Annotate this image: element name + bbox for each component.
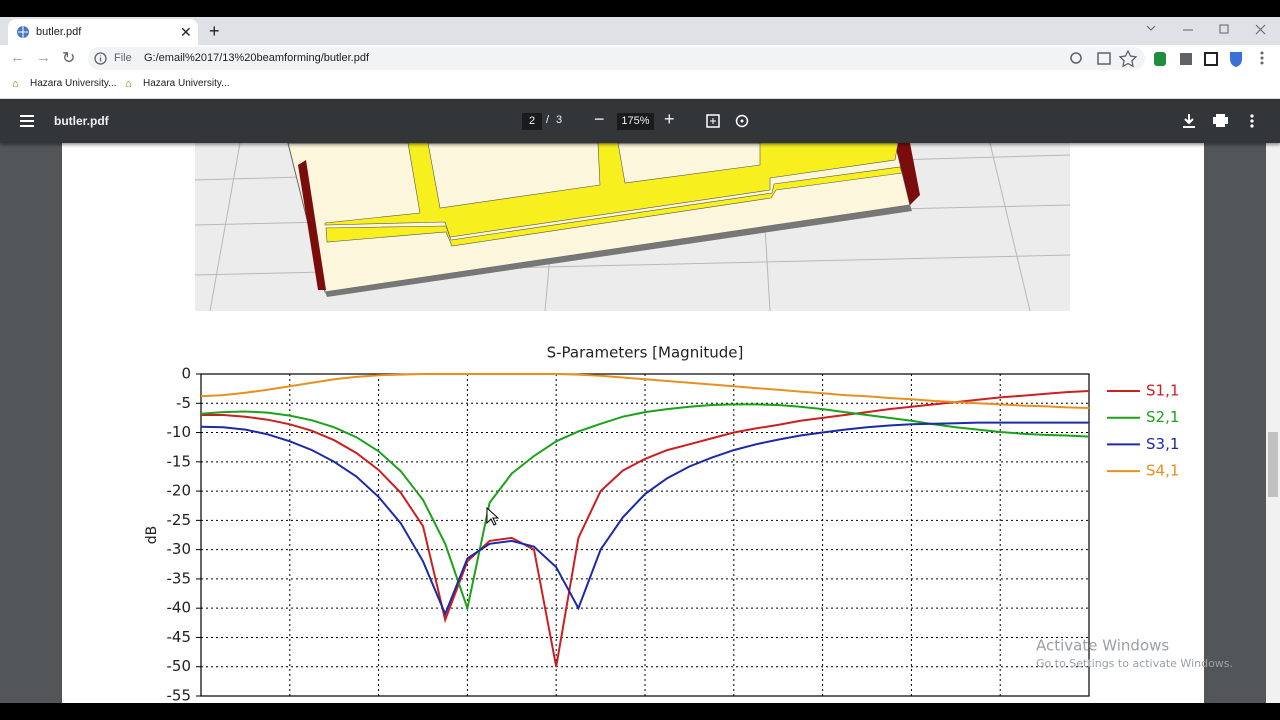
legend-label: S3,1 [1146,435,1179,453]
tab-title: butler.pdf [36,26,82,38]
bookmark[interactable]: Hazara University... [30,78,117,89]
chart-title: S-Parameters [Magnitude] [547,344,744,362]
bookmark-icon: ⌂ [125,78,132,90]
bookmark-icon: ⌂ [12,78,19,90]
tab-close[interactable]: ✕ [180,24,192,40]
reload-button[interactable]: ↻ [62,50,76,67]
more-button[interactable] [1250,114,1254,128]
tab-favicon [17,26,29,38]
page-input[interactable]: 2 [522,113,542,130]
y-tick-label: -30 [167,540,192,558]
watermark-subtitle: Go to Settings to activate Windows. [1036,657,1233,670]
rotate-button[interactable] [735,114,749,128]
model-render [194,143,1071,312]
fit-button[interactable] [706,114,720,128]
print-button[interactable] [1213,114,1228,127]
series-line [201,390,1090,667]
series-line [200,403,1090,612]
legend-label: S2,1 [1146,408,1179,426]
scrollbar[interactable] [1266,143,1280,703]
y-tick-label: -40 [167,599,192,617]
zoom-out[interactable]: − [594,109,605,129]
y-tick-label: -35 [167,569,192,587]
pdf-filename: butler.pdf [54,114,109,128]
info-icon [94,52,107,65]
y-tick-label: -15 [167,452,192,470]
pdf-toolbar: butler.pdf 2 / 3 − 175% + [0,99,1280,143]
bookmark[interactable]: Hazara University... [143,78,230,89]
scrollbar-thumb[interactable] [1268,432,1278,497]
watermark-title: Activate Windows [1036,637,1169,655]
zoom-input[interactable]: 175% [617,113,654,130]
page-separator: / [546,114,550,126]
new-tab[interactable]: + [209,21,220,41]
series-line [200,373,1090,409]
series-line [200,421,1089,617]
y-tick-label: -20 [167,482,192,500]
forward-button[interactable]: → [36,49,51,66]
y-tick-label: -25 [167,511,192,529]
url: G:/email%2017/13%20beamforming/butler.pd… [144,52,370,64]
y-tick-label: -50 [167,657,192,675]
bookmarks-bar: ⌂ Hazara University... ⌂ Hazara Universi… [0,72,1280,99]
page-total: 3 [556,114,563,126]
menu-button[interactable] [20,115,34,127]
zoom-in[interactable]: + [664,109,675,129]
toolbar-icons [1070,49,1280,68]
y-tick-label: -45 [167,628,192,646]
y-tick-label: -5 [176,394,191,412]
y-tick-label: 0 [181,365,191,383]
y-axis-label: dB [144,526,160,545]
url-scheme: File [114,52,132,64]
legend-label: S4,1 [1146,462,1179,480]
legend-label: S1,1 [1146,382,1179,400]
download-button[interactable] [1183,114,1195,128]
y-tick-label: -10 [167,423,192,441]
tab[interactable]: butler.pdf ✕ [8,19,198,45]
omnibox[interactable]: File G:/email%2017/13%20beamforming/butl… [88,47,1145,70]
y-tick-label: -55 [167,687,192,705]
back-button[interactable]: ← [10,49,25,66]
tab-strip [0,17,1280,45]
window-controls [1140,20,1270,40]
mouse-cursor [486,506,500,526]
